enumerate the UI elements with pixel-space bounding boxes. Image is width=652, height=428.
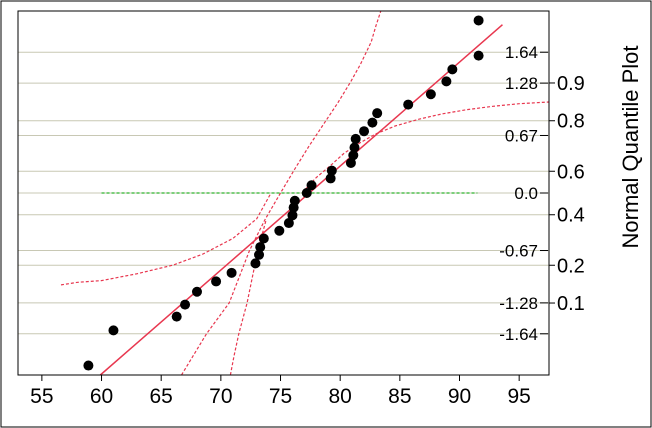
data-point — [171, 311, 182, 322]
probability-tick-label: 0.6 — [557, 161, 585, 183]
x-tick-label: 60 — [90, 385, 113, 408]
data-point — [372, 108, 383, 119]
data-point — [367, 117, 378, 128]
x-tick-label: 95 — [507, 385, 530, 408]
fit-line-layer — [99, 24, 503, 376]
data-point — [211, 276, 222, 287]
quantile-tick-label: 1.64 — [505, 43, 538, 62]
data-point — [191, 286, 202, 297]
quantile-axis: 1.64 1.28 0.67 0.0 -0.67 -1.28 -1.64 — [499, 43, 548, 344]
data-point — [403, 99, 414, 110]
data-point — [283, 218, 294, 229]
data-point — [359, 126, 370, 137]
probability-axis: 0.9 0.8 0.6 0.4 0.2 0.1 — [549, 73, 585, 315]
data-point — [349, 142, 360, 153]
probability-tick-label: 0.9 — [557, 73, 585, 95]
data-point — [83, 360, 94, 371]
data-point — [447, 64, 458, 75]
data-point — [108, 325, 119, 336]
x-axis: 55 60 65 70 75 80 85 90 95 — [30, 375, 531, 408]
data-point — [250, 258, 261, 269]
data-point — [258, 233, 269, 244]
quantile-tick-label: 0.67 — [505, 126, 538, 145]
probability-tick-label: 0.1 — [557, 293, 585, 315]
data-point — [441, 76, 452, 87]
data-point — [425, 89, 436, 100]
data-point — [306, 180, 317, 191]
x-tick-label: 55 — [30, 385, 53, 408]
data-point — [473, 50, 484, 61]
data-point — [289, 195, 300, 206]
quantile-tick-label: -1.28 — [499, 294, 538, 313]
x-tick-label: 70 — [209, 385, 232, 408]
x-tick-label: 90 — [448, 385, 471, 408]
x-tick-label: 65 — [150, 385, 173, 408]
data-point — [345, 157, 356, 168]
data-point — [301, 188, 312, 198]
data-point — [350, 133, 361, 144]
data-point — [254, 249, 265, 260]
data-point — [326, 165, 337, 176]
probability-tick-label: 0.4 — [557, 205, 585, 227]
y-axis-label: Normal Quantile Plot — [618, 46, 643, 249]
probability-tick-label: 0.8 — [557, 111, 585, 133]
data-point — [348, 150, 359, 161]
quantile-tick-label: 1.28 — [505, 74, 538, 93]
x-tick-label: 80 — [329, 385, 352, 408]
quantile-tick-label: 0.0 — [514, 184, 538, 203]
fit-line — [99, 24, 503, 376]
data-point — [325, 173, 336, 184]
data-point — [255, 242, 266, 253]
data-point — [287, 210, 298, 221]
x-tick-label: 75 — [269, 385, 292, 408]
quantile-tick-label: -1.64 — [499, 325, 538, 344]
plot-frame — [17, 10, 550, 376]
data-point — [274, 225, 285, 236]
data-point — [473, 15, 484, 26]
data-points — [83, 15, 484, 371]
confidence-band-lower — [60, 192, 272, 286]
data-point — [180, 299, 191, 310]
confidence-band-lower-right — [301, 101, 550, 194]
probability-tick-label: 0.2 — [557, 255, 585, 277]
data-point — [226, 267, 237, 278]
quantile-tick-label: -0.67 — [499, 242, 538, 261]
confidence-band-upper — [180, 10, 382, 376]
x-tick-label: 85 — [388, 385, 411, 408]
